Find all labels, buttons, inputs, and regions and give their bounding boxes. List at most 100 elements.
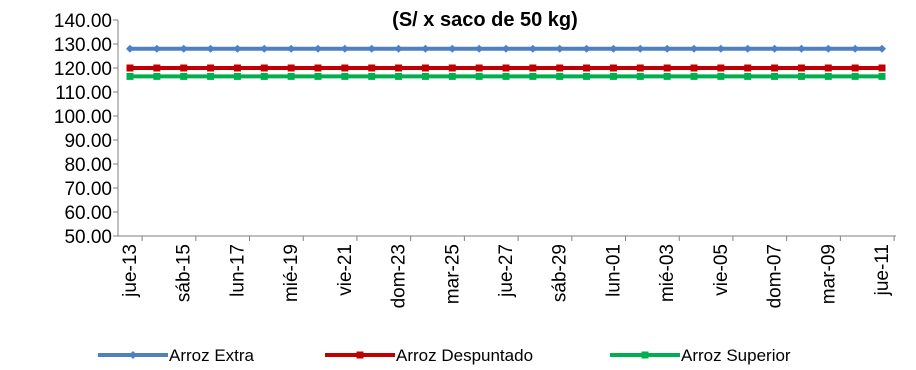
data-point: [314, 72, 322, 80]
data-point: [824, 72, 832, 80]
data-point: [206, 44, 215, 53]
data-point: [797, 44, 806, 53]
legend-item-arroz-despuntado: Arroz Despuntado: [325, 346, 533, 365]
data-point: [555, 44, 564, 53]
x-tick-label: dom-07: [765, 244, 786, 308]
data-point: [233, 44, 242, 53]
x-tick-label: vie-05: [711, 244, 732, 296]
data-point: [529, 64, 537, 72]
data-point: [663, 44, 672, 53]
legend-item-arroz-extra: Arroz Extra: [98, 346, 255, 365]
data-point: [287, 64, 295, 72]
x-tick-label: sáb-15: [174, 244, 195, 302]
x-tick-label: mié-19: [281, 244, 302, 302]
x-tick-label: lun-17: [227, 244, 248, 297]
data-point: [448, 64, 456, 72]
data-point: [797, 64, 805, 72]
data-point: [395, 72, 403, 80]
x-tick-label: mar-25: [442, 244, 463, 304]
data-point: [690, 44, 698, 53]
data-point: [260, 64, 268, 72]
y-tick-label: 110.00: [55, 83, 112, 104]
data-point: [233, 72, 241, 80]
data-point: [636, 64, 644, 72]
data-point: [851, 72, 859, 80]
data-point: [502, 72, 510, 80]
data-point: [636, 44, 645, 53]
legend-swatch-marker: [356, 351, 364, 359]
data-point: [421, 64, 429, 72]
data-point: [341, 72, 349, 80]
data-point: [207, 72, 215, 80]
data-point: [314, 64, 322, 72]
data-point: [287, 44, 296, 53]
data-point: [771, 64, 779, 72]
y-tick-label: 80.00: [64, 155, 112, 176]
data-point: [341, 64, 349, 72]
data-point: [394, 44, 403, 53]
data-point: [744, 72, 752, 80]
data-point: [475, 72, 483, 80]
data-point: [368, 64, 376, 72]
data-point: [878, 72, 886, 80]
data-point: [475, 64, 483, 72]
data-point: [717, 72, 725, 80]
data-point: [448, 44, 457, 53]
data-point: [207, 64, 215, 72]
y-tick-label: 90.00: [64, 131, 112, 152]
x-tick-label: dom-23: [389, 244, 410, 308]
data-point: [340, 44, 349, 53]
y-axis: 50.00 60.00 70.00 80.00 90.00 100.00 110.00 120…: [54, 11, 119, 248]
legend-item-arroz-superior: Arroz Superior: [610, 346, 791, 365]
data-point: [528, 44, 537, 53]
data-point: [878, 44, 886, 53]
y-tick-label: 100.00: [54, 107, 112, 128]
data-point: [233, 64, 241, 72]
data-point: [529, 72, 537, 80]
data-point: [583, 64, 591, 72]
series-layer: [126, 44, 886, 80]
data-point: [421, 44, 430, 53]
data-point: [663, 64, 671, 72]
y-tick-label: 120.00: [54, 59, 112, 80]
data-point: [421, 72, 429, 80]
data-point: [367, 44, 376, 53]
data-point: [287, 72, 295, 80]
x-tick-label: mar-09: [818, 244, 839, 304]
data-point: [260, 44, 269, 53]
data-point: [126, 44, 134, 53]
y-tick-label: 130.00: [54, 35, 112, 56]
x-tick-label: jue-27: [496, 244, 517, 298]
data-point: [126, 72, 134, 80]
data-point: [153, 64, 161, 72]
data-point: [878, 64, 886, 72]
data-point: [824, 64, 832, 72]
data-point: [395, 64, 403, 72]
x-tick-label: mié-03: [657, 244, 678, 302]
data-point: [152, 44, 161, 53]
data-point: [663, 72, 671, 80]
legend-label: Arroz Despuntado: [396, 346, 533, 365]
data-point: [314, 44, 322, 53]
legend-label: Arroz Extra: [169, 346, 255, 365]
data-point: [583, 72, 591, 80]
data-point: [502, 64, 510, 72]
data-point: [502, 44, 510, 53]
data-point: [771, 72, 779, 80]
data-point: [153, 72, 161, 80]
series-arroz-despuntado: [126, 64, 886, 72]
data-point: [797, 72, 805, 80]
data-point: [556, 72, 564, 80]
x-tick-label: vie-21: [335, 244, 356, 296]
data-point: [179, 44, 188, 53]
series-arroz-extra: [126, 44, 886, 53]
data-point: [609, 44, 618, 53]
x-tick-label: sáb-29: [550, 244, 571, 302]
data-point: [770, 44, 779, 53]
x-tick-label: jue-11: [872, 244, 893, 296]
data-point: [636, 72, 644, 80]
y-tick-label: 60.00: [64, 203, 112, 224]
data-point: [475, 44, 484, 53]
y-tick-label: 50.00: [64, 227, 112, 248]
